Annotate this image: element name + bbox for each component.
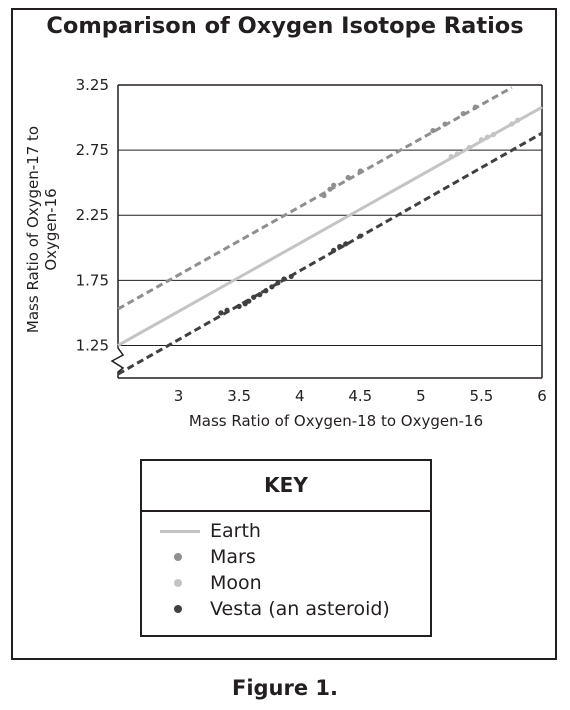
x-tick-label: 3.5 xyxy=(227,387,251,405)
data-point-vesta xyxy=(251,294,257,300)
legend-label-moon: Moon xyxy=(210,572,262,594)
data-point-mars xyxy=(331,182,337,188)
data-point-vesta xyxy=(288,273,294,280)
chart-title: Comparison of Oxygen Isotope Ratios xyxy=(46,13,524,39)
data-point-vesta xyxy=(357,233,363,239)
legend-item-mars: Mars xyxy=(142,545,430,569)
data-point-moon xyxy=(448,154,454,160)
legend-item-earth: Earth xyxy=(142,519,430,543)
legend-line-earth xyxy=(160,530,200,533)
data-point-moon xyxy=(490,131,497,138)
y-axis-label: Mass Ratio of Oxygen-17 toOxygen-16 xyxy=(24,126,60,333)
legend-item-moon: Moon xyxy=(142,571,430,595)
data-point-vesta xyxy=(257,292,263,298)
legend-title: KEY xyxy=(142,461,430,512)
x-tick-label: 3 xyxy=(174,387,184,405)
x-tick-label: 4.5 xyxy=(348,387,372,405)
data-point-moon xyxy=(466,144,472,151)
data-point-vesta xyxy=(269,284,275,290)
x-tick-label: 5.5 xyxy=(469,387,493,405)
y-tick-label: 2.25 xyxy=(76,206,109,224)
data-point-vesta xyxy=(337,243,343,250)
y-axis-label-line: Mass Ratio of Oxygen-17 to xyxy=(24,126,42,333)
y-tick-label: 1.25 xyxy=(76,336,109,354)
series-line-earth xyxy=(117,105,543,347)
x-tick-label: 4 xyxy=(295,387,305,405)
data-point-mars xyxy=(430,127,436,134)
data-point-moon xyxy=(509,121,515,127)
y-axis-label-line: Oxygen-16 xyxy=(42,188,60,270)
legend-label-mars: Mars xyxy=(210,546,256,568)
y-tick-label: 1.75 xyxy=(76,271,109,289)
legend: KEY Earth Mars Moon Vesta (an asteroid) xyxy=(140,459,432,637)
y-tick-label: 3.25 xyxy=(76,76,109,94)
legend-dot-vesta xyxy=(174,605,182,613)
data-point-vesta xyxy=(275,280,281,286)
data-point-vesta xyxy=(263,288,269,294)
data-point-mars xyxy=(321,193,327,199)
data-point-moon xyxy=(478,137,485,143)
data-point-vesta xyxy=(236,303,242,309)
data-point-vesta xyxy=(242,301,248,307)
data-point-mars xyxy=(357,168,363,174)
data-point-mars xyxy=(460,111,466,117)
data-point-vesta xyxy=(343,241,349,247)
x-axis-label: Mass Ratio of Oxygen-18 to Oxygen-16 xyxy=(189,412,483,430)
legend-label-vesta: Vesta (an asteroid) xyxy=(210,598,390,620)
data-point-mars xyxy=(472,104,478,110)
x-tick-label: 5 xyxy=(416,387,426,405)
legend-dot-moon xyxy=(174,579,182,587)
legend-label-earth: Earth xyxy=(210,520,261,542)
figure-frame xyxy=(11,8,557,660)
legend-item-vesta: Vesta (an asteroid) xyxy=(142,597,430,621)
data-point-vesta xyxy=(224,307,230,313)
x-tick-label: 6 xyxy=(537,387,547,405)
data-point-moon xyxy=(515,117,521,123)
y-axis-break xyxy=(110,85,125,378)
data-point-mars xyxy=(327,186,333,192)
data-point-vesta xyxy=(331,247,337,253)
data-point-moon xyxy=(454,151,460,157)
data-point-mars xyxy=(442,121,448,127)
data-point-moon xyxy=(484,134,491,140)
data-point-vesta xyxy=(246,298,252,304)
data-point-mars xyxy=(345,174,351,181)
series-line-vesta xyxy=(117,131,543,376)
scatter-chart: 1.25 1.75 2.25 2.75 3.25 3 3.5 4 4.5 5 5.5 6 Mass Ra… xyxy=(24,76,547,430)
y-tick-label: 2.75 xyxy=(76,141,109,159)
series-line-mars xyxy=(117,86,513,311)
figure-caption: Figure 1. xyxy=(231,676,339,700)
data-point-vesta xyxy=(281,276,287,282)
legend-dot-mars xyxy=(174,553,182,561)
data-point-vesta xyxy=(218,310,224,316)
